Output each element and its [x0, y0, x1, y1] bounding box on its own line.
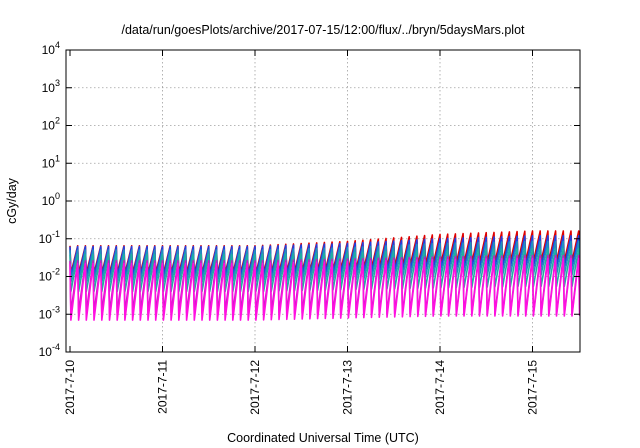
y-tick-label: 100 — [42, 191, 60, 208]
series-line-6 — [69, 257, 581, 321]
y-axis-label: cGy/day — [5, 177, 19, 224]
y-tick-label: 10-4 — [39, 342, 60, 359]
y-tick-label: 102 — [42, 116, 60, 133]
series-lines — [69, 230, 581, 321]
y-axis: 10-4 10-3 10-2 10-1 100 101 102 103 104 — [39, 40, 580, 359]
x-tick-label: 2017-7-12 — [248, 360, 262, 415]
y-tick-label: 101 — [42, 153, 60, 170]
x-tick-label: 2017-7-10 — [63, 360, 77, 415]
x-tick-label: 2017-7-13 — [341, 360, 355, 415]
x-tick-label: 2017-7-14 — [433, 360, 447, 415]
chart-title: /data/run/goesPlots/archive/2017-07-15/1… — [121, 23, 525, 37]
x-tick-label: 2017-7-11 — [156, 360, 170, 414]
y-tick-label: 103 — [42, 78, 60, 95]
x-axis-label: Coordinated Universal Time (UTC) — [227, 431, 419, 445]
x-tick-label: 2017-7-15 — [526, 360, 540, 415]
x-axis: 2017-7-10 2017-7-11 2017-7-12 2017-7-13 2017… — [63, 50, 540, 415]
y-tick-label: 10-3 — [39, 304, 60, 321]
y-tick-label: 10-1 — [39, 229, 60, 246]
y-tick-label: 10-2 — [39, 267, 60, 284]
y-tick-label: 104 — [42, 40, 60, 57]
